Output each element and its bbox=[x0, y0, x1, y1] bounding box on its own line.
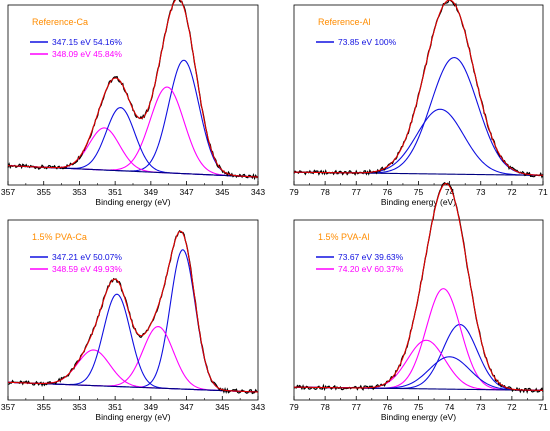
x-tick-label: 351 bbox=[108, 187, 122, 197]
fit-envelope bbox=[7, 0, 259, 178]
x-tick-label: 76 bbox=[383, 187, 393, 197]
x-tick-label: 355 bbox=[37, 402, 51, 412]
x-axis-title: Binding energy (eV) bbox=[95, 197, 170, 207]
x-tick-label: 74 bbox=[445, 402, 455, 412]
raw-spectrum bbox=[7, 229, 259, 395]
x-tick-label: 78 bbox=[320, 402, 330, 412]
legend-label: 347.15 eV 54.16% bbox=[52, 37, 122, 47]
panel-title: 1.5% PVA-Al bbox=[318, 232, 369, 242]
x-tick-label: 343 bbox=[251, 402, 265, 412]
x-axis-title: Binding energy (eV) bbox=[95, 412, 170, 422]
x-tick-label: 343 bbox=[251, 187, 265, 197]
x-tick-label: 355 bbox=[37, 187, 51, 197]
panel-pva-al: 79 78 77 76 75 74 73 72 71 Binding energy (eV) 1.5… bbox=[289, 181, 548, 422]
plot-frame bbox=[7, 219, 259, 401]
panel-title: Reference-Ca bbox=[32, 17, 88, 27]
x-axis-title: Binding energy (eV) bbox=[381, 197, 456, 207]
x-tick-label: 72 bbox=[507, 402, 517, 412]
raw-spectrum bbox=[293, 181, 544, 395]
x-axis-title: Binding energy (eV) bbox=[381, 412, 456, 422]
x-tick-label: 353 bbox=[72, 402, 86, 412]
component-peak-blue bbox=[293, 108, 544, 176]
legend-label: 73.85 eV 100% bbox=[338, 37, 397, 47]
x-tick-label: 77 bbox=[352, 187, 362, 197]
x-tick-label: 345 bbox=[215, 187, 229, 197]
legend-label: 348.09 eV 45.84% bbox=[52, 49, 122, 59]
x-tick-label: 71 bbox=[538, 402, 548, 412]
component-peak-magenta bbox=[7, 326, 259, 393]
x-tick-label: 72 bbox=[507, 187, 517, 197]
x-tick-label: 353 bbox=[72, 187, 86, 197]
x-tick-label: 347 bbox=[179, 187, 193, 197]
legend-label: 347.21 eV 50.07% bbox=[52, 252, 122, 262]
fit-envelope bbox=[7, 230, 259, 393]
component-peak-blue bbox=[293, 323, 544, 391]
panel-reference-al: 79 78 77 76 75 74 73 72 71 Binding energy (eV) Ref… bbox=[289, 0, 548, 207]
x-tick-label: 78 bbox=[320, 187, 330, 197]
legend-label: 74.20 eV 60.37% bbox=[338, 264, 404, 274]
component-peak-magenta bbox=[293, 339, 544, 391]
x-tick-label: 351 bbox=[108, 402, 122, 412]
x-tick-label: 349 bbox=[144, 402, 158, 412]
x-tick-label: 357 bbox=[1, 187, 15, 197]
x-tick-label: 357 bbox=[1, 402, 15, 412]
x-tick-label: 74 bbox=[445, 187, 455, 197]
x-tick-label: 71 bbox=[538, 187, 548, 197]
x-tick-label: 73 bbox=[476, 187, 486, 197]
x-tick-label: 347 bbox=[179, 402, 193, 412]
panel-pva-ca: 357 355 353 351 349 347 345 343 Binding energy (… bbox=[1, 219, 265, 422]
fit-envelope bbox=[293, 0, 544, 176]
x-tick-label: 349 bbox=[144, 187, 158, 197]
panel-title: Reference-Al bbox=[318, 17, 371, 27]
component-peak-blue bbox=[293, 57, 544, 176]
legend-label: 73.67 eV 39.63% bbox=[338, 252, 404, 262]
x-tick-label: 75 bbox=[414, 402, 424, 412]
x-tick-label: 79 bbox=[289, 402, 299, 412]
x-tick-label: 77 bbox=[352, 402, 362, 412]
legend-label: 348.59 eV 49.93% bbox=[52, 264, 122, 274]
x-tick-label: 79 bbox=[289, 187, 299, 197]
plot-frame bbox=[7, 4, 259, 186]
panel-reference-ca: 357 355 353 351 349 347 345 343 Binding energy (… bbox=[1, 0, 265, 207]
x-tick-label: 75 bbox=[414, 187, 424, 197]
x-tick-label: 76 bbox=[383, 402, 393, 412]
background-line bbox=[7, 381, 259, 393]
fit-envelope bbox=[293, 182, 544, 391]
component-peak-magenta bbox=[293, 288, 544, 391]
plot-frame bbox=[293, 219, 544, 401]
panel-title: 1.5% PVA-Ca bbox=[32, 232, 87, 242]
x-tick-label: 345 bbox=[215, 402, 229, 412]
x-tick-label: 73 bbox=[476, 402, 486, 412]
component-peak-blue bbox=[7, 293, 259, 393]
